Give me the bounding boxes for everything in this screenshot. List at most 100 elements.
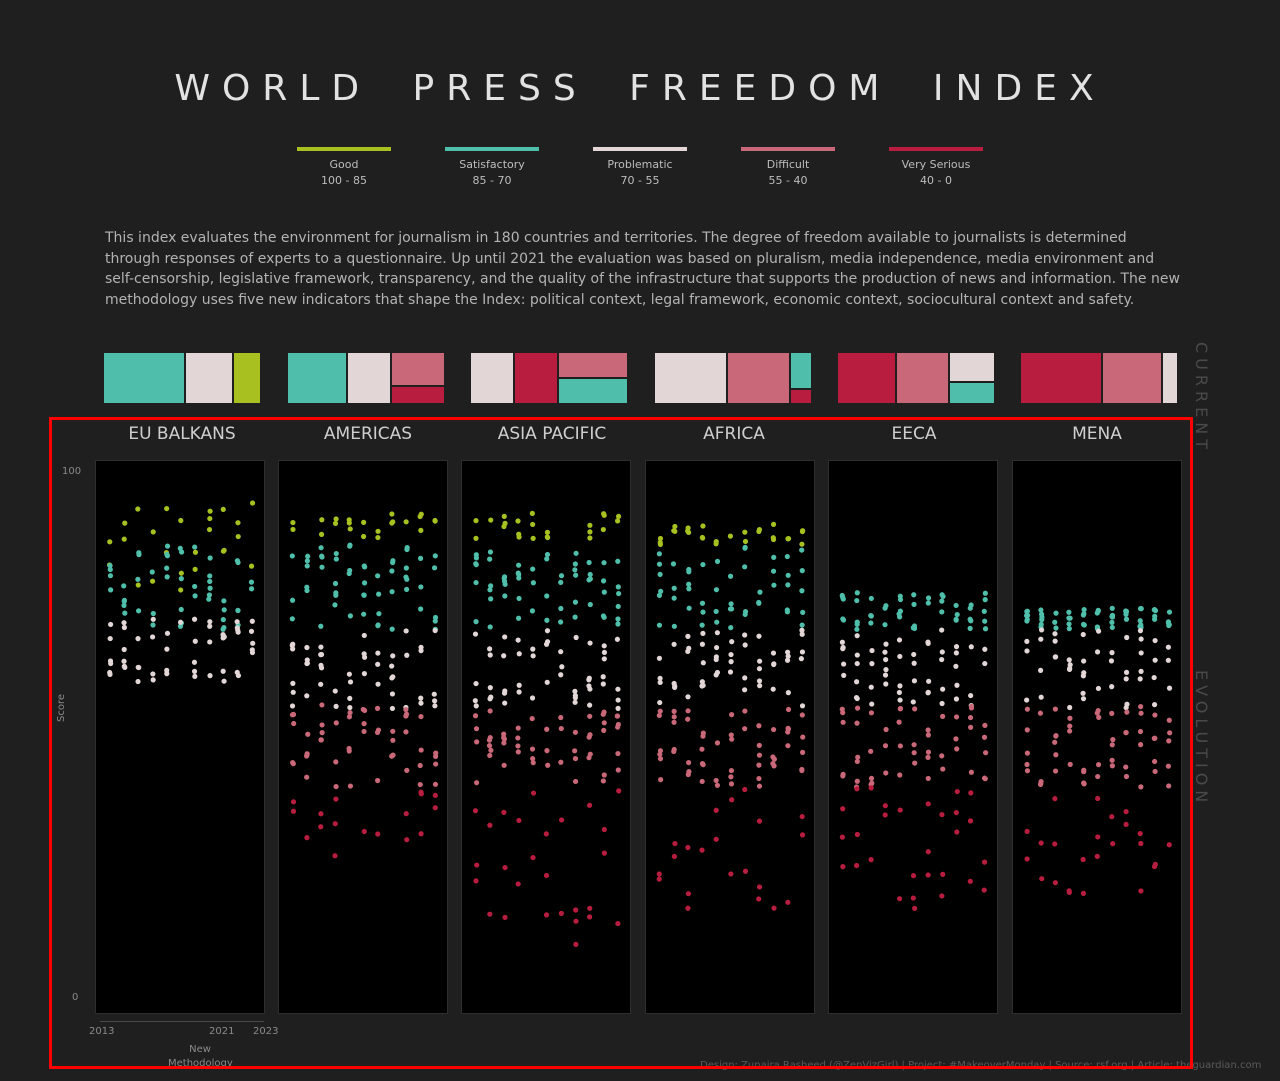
data-point-satisfactory[interactable] bbox=[544, 551, 551, 558]
data-point-very-serious[interactable] bbox=[1094, 853, 1100, 859]
data-point-difficult[interactable] bbox=[600, 778, 606, 784]
data-point-satisfactory[interactable] bbox=[784, 607, 790, 613]
data-point-satisfactory[interactable] bbox=[289, 553, 295, 559]
data-point-good[interactable] bbox=[600, 526, 606, 533]
data-point-very-serious[interactable] bbox=[685, 844, 691, 851]
data-point-satisfactory[interactable] bbox=[883, 603, 889, 609]
data-point-problematic[interactable] bbox=[530, 653, 536, 659]
data-point-problematic[interactable] bbox=[432, 698, 438, 704]
data-point-very-serious[interactable] bbox=[318, 824, 324, 830]
data-point-difficult[interactable] bbox=[671, 719, 677, 725]
data-point-difficult[interactable] bbox=[587, 751, 593, 757]
data-point-satisfactory[interactable] bbox=[206, 596, 212, 602]
data-point-difficult[interactable] bbox=[544, 748, 550, 754]
data-point-difficult[interactable] bbox=[1053, 733, 1059, 739]
data-point-difficult[interactable] bbox=[1096, 714, 1102, 720]
treemap-eeca[interactable] bbox=[837, 352, 995, 404]
data-point-good[interactable] bbox=[615, 513, 622, 520]
data-point-problematic[interactable] bbox=[982, 646, 988, 652]
data-point-good[interactable] bbox=[587, 529, 593, 535]
data-point-good[interactable] bbox=[685, 528, 691, 534]
treemap-cell-difficult[interactable] bbox=[558, 352, 628, 378]
data-point-satisfactory[interactable] bbox=[1165, 619, 1172, 625]
data-point-satisfactory[interactable] bbox=[727, 573, 734, 579]
treemap-cell-very-serious[interactable] bbox=[514, 352, 559, 404]
data-point-satisfactory[interactable] bbox=[544, 593, 550, 599]
data-point-very-serious[interactable] bbox=[925, 872, 931, 878]
data-point-difficult[interactable] bbox=[473, 726, 480, 732]
data-point-very-serious[interactable] bbox=[897, 896, 903, 902]
data-point-very-serious[interactable] bbox=[713, 807, 719, 813]
data-point-difficult[interactable] bbox=[883, 726, 889, 733]
data-point-difficult[interactable] bbox=[488, 747, 494, 753]
data-point-very-serious[interactable] bbox=[939, 893, 945, 899]
data-point-very-serious[interactable] bbox=[432, 792, 438, 798]
data-point-satisfactory[interactable] bbox=[714, 619, 720, 625]
data-point-satisfactory[interactable] bbox=[854, 626, 860, 632]
data-point-problematic[interactable] bbox=[1165, 657, 1171, 663]
data-point-difficult[interactable] bbox=[1067, 723, 1073, 729]
data-point-problematic[interactable] bbox=[108, 660, 114, 667]
data-point-difficult[interactable] bbox=[699, 761, 706, 767]
data-point-difficult[interactable] bbox=[799, 749, 806, 755]
data-point-difficult[interactable] bbox=[656, 712, 662, 719]
data-point-difficult[interactable] bbox=[361, 720, 367, 727]
data-point-very-serious[interactable] bbox=[516, 817, 522, 824]
data-point-problematic[interactable] bbox=[685, 633, 691, 639]
data-point-satisfactory[interactable] bbox=[573, 572, 579, 578]
data-point-problematic[interactable] bbox=[516, 651, 522, 657]
data-point-problematic[interactable] bbox=[1138, 668, 1144, 674]
data-point-very-serious[interactable] bbox=[1095, 834, 1101, 840]
data-point-very-serious[interactable] bbox=[756, 896, 762, 902]
data-point-problematic[interactable] bbox=[192, 673, 198, 680]
data-point-difficult[interactable] bbox=[897, 743, 903, 749]
data-point-very-serious[interactable] bbox=[502, 864, 508, 871]
data-point-difficult[interactable] bbox=[756, 723, 762, 729]
data-point-satisfactory[interactable] bbox=[107, 563, 113, 569]
data-point-difficult[interactable] bbox=[883, 770, 889, 776]
data-point-satisfactory[interactable] bbox=[361, 611, 367, 617]
data-point-problematic[interactable] bbox=[333, 703, 339, 709]
data-point-problematic[interactable] bbox=[516, 682, 522, 688]
data-point-difficult[interactable] bbox=[1138, 710, 1144, 716]
data-point-difficult[interactable] bbox=[925, 727, 931, 733]
data-point-problematic[interactable] bbox=[953, 663, 959, 669]
data-point-satisfactory[interactable] bbox=[304, 563, 310, 569]
data-point-problematic[interactable] bbox=[925, 689, 931, 695]
data-point-problematic[interactable] bbox=[432, 627, 438, 634]
data-point-problematic[interactable] bbox=[1138, 650, 1144, 656]
data-point-satisfactory[interactable] bbox=[376, 611, 382, 617]
data-point-good[interactable] bbox=[248, 563, 255, 569]
data-point-problematic[interactable] bbox=[728, 659, 734, 665]
data-point-difficult[interactable] bbox=[305, 731, 311, 737]
data-point-good[interactable] bbox=[417, 513, 423, 520]
data-point-problematic[interactable] bbox=[896, 689, 902, 696]
data-point-problematic[interactable] bbox=[882, 672, 889, 678]
data-point-problematic[interactable] bbox=[854, 660, 860, 667]
data-point-satisfactory[interactable] bbox=[700, 561, 706, 568]
data-point-good[interactable] bbox=[347, 526, 353, 532]
data-point-problematic[interactable] bbox=[418, 695, 424, 701]
data-point-problematic[interactable] bbox=[220, 668, 226, 674]
treemap-cell-satisfactory[interactable] bbox=[103, 352, 186, 404]
data-point-difficult[interactable] bbox=[728, 774, 734, 780]
data-point-problematic[interactable] bbox=[1124, 701, 1130, 707]
data-point-problematic[interactable] bbox=[926, 678, 932, 684]
data-point-very-serious[interactable] bbox=[1123, 809, 1129, 815]
data-point-problematic[interactable] bbox=[700, 630, 706, 636]
data-point-very-serious[interactable] bbox=[615, 920, 621, 927]
data-point-satisfactory[interactable] bbox=[333, 592, 339, 598]
data-point-satisfactory[interactable] bbox=[742, 611, 748, 618]
data-point-difficult[interactable] bbox=[515, 743, 521, 749]
data-point-difficult[interactable] bbox=[983, 750, 989, 756]
data-point-difficult[interactable] bbox=[390, 728, 396, 734]
data-point-satisfactory[interactable] bbox=[981, 608, 987, 614]
data-point-problematic[interactable] bbox=[968, 644, 974, 650]
data-point-very-serious[interactable] bbox=[558, 910, 564, 916]
data-point-problematic[interactable] bbox=[897, 697, 903, 703]
data-point-satisfactory[interactable] bbox=[164, 553, 171, 559]
data-point-good[interactable] bbox=[375, 534, 381, 541]
treemap-cell-problematic[interactable] bbox=[185, 352, 233, 404]
data-point-difficult[interactable] bbox=[940, 713, 946, 719]
data-point-satisfactory[interactable] bbox=[136, 550, 142, 556]
